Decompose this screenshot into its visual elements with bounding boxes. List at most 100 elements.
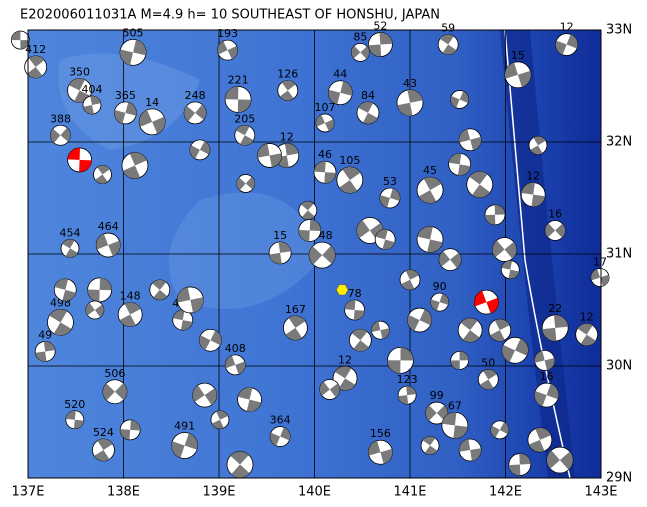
beachball-quadrants bbox=[316, 114, 334, 132]
beachball-quadrants bbox=[448, 153, 471, 176]
event-label: 53 bbox=[383, 175, 397, 188]
event-label: 52 bbox=[373, 20, 387, 33]
event-label: 17 bbox=[593, 256, 607, 269]
event-label: 388 bbox=[50, 112, 71, 125]
beachball-quadrants bbox=[387, 347, 414, 374]
event-label: 44 bbox=[333, 68, 347, 81]
event-label: 16 bbox=[548, 207, 562, 220]
beachball-quadrants bbox=[95, 165, 110, 184]
event-label: 12 bbox=[526, 170, 540, 183]
beachball bbox=[269, 426, 291, 447]
beachball-quadrants bbox=[139, 109, 166, 134]
beachball bbox=[237, 387, 262, 413]
event-label: 123 bbox=[397, 373, 418, 386]
beachball bbox=[332, 365, 358, 391]
beachball-quadrants bbox=[577, 323, 596, 346]
beachball bbox=[176, 286, 204, 314]
beachball-quadrants bbox=[192, 385, 217, 405]
beachball bbox=[420, 436, 440, 455]
lat-tick-label: 32N bbox=[606, 135, 632, 150]
beachball bbox=[477, 369, 499, 390]
beachball-quadrants bbox=[62, 239, 78, 258]
beachball bbox=[484, 204, 506, 226]
lon-tick-label: 141E bbox=[393, 485, 426, 500]
beachball bbox=[87, 277, 113, 303]
beachball-quadrants bbox=[490, 319, 510, 342]
event-label: 22 bbox=[548, 302, 562, 315]
beachball-quadrants bbox=[54, 278, 76, 301]
beachball-quadrants bbox=[379, 188, 400, 208]
event-label: 350 bbox=[69, 65, 90, 78]
beachball-quadrants bbox=[530, 136, 546, 155]
beachball bbox=[268, 241, 292, 265]
beachball-quadrants bbox=[371, 321, 390, 339]
beachball bbox=[441, 411, 469, 439]
beachball bbox=[95, 232, 121, 258]
beachball-quadrants bbox=[501, 260, 520, 279]
beachball-quadrants bbox=[270, 427, 291, 446]
beachball bbox=[490, 420, 510, 440]
beachball bbox=[199, 328, 222, 352]
beachball-quadrants bbox=[398, 386, 417, 405]
event-label: 59 bbox=[441, 22, 455, 35]
beachball bbox=[458, 128, 482, 152]
event-label: 67 bbox=[448, 399, 462, 412]
beachball-quadrants bbox=[68, 78, 91, 103]
beachball bbox=[527, 427, 553, 453]
beachball-quadrants bbox=[237, 387, 262, 412]
lat-tick-label: 29N bbox=[606, 471, 632, 486]
beachball bbox=[217, 39, 238, 61]
event-label: 43 bbox=[403, 77, 417, 90]
beachball-quadrants bbox=[492, 240, 517, 259]
beachball-quadrants bbox=[123, 152, 147, 179]
beachball-quadrants bbox=[474, 290, 499, 314]
event-label: 45 bbox=[423, 164, 437, 177]
beachball bbox=[192, 382, 218, 408]
beachball bbox=[416, 226, 444, 253]
event-label: 412 bbox=[25, 43, 46, 56]
epicenter bbox=[335, 284, 349, 296]
beachball-quadrants bbox=[508, 453, 531, 476]
event-label: 99 bbox=[430, 389, 444, 402]
beachball bbox=[367, 32, 393, 57]
beachball bbox=[348, 328, 372, 352]
beachball-quadrants bbox=[504, 62, 531, 88]
beachball-quadrants bbox=[351, 45, 370, 59]
beachball bbox=[575, 323, 599, 347]
beachball bbox=[277, 80, 299, 101]
beachball-quadrants bbox=[422, 436, 438, 455]
beachball-quadrants bbox=[502, 338, 529, 363]
beachball-quadrants bbox=[368, 440, 393, 464]
beachball bbox=[236, 174, 256, 193]
event-label: 49 bbox=[38, 328, 52, 341]
beachball bbox=[308, 241, 336, 269]
beachball-quadrants bbox=[96, 233, 121, 257]
event-label: 506 bbox=[104, 367, 125, 380]
beachball-quadrants bbox=[65, 410, 84, 429]
beachball bbox=[224, 86, 252, 113]
event-label: 505 bbox=[123, 26, 144, 39]
beachball-quadrants bbox=[279, 80, 296, 101]
beachball bbox=[298, 200, 318, 220]
beachball bbox=[370, 320, 390, 340]
event-label: 16 bbox=[540, 370, 554, 383]
beachball bbox=[397, 385, 417, 405]
beachball bbox=[226, 451, 254, 478]
beachball-quadrants bbox=[534, 383, 559, 407]
beachball bbox=[315, 113, 335, 133]
beachball bbox=[327, 80, 353, 106]
beachball-quadrants bbox=[275, 143, 299, 168]
beachball-quadrants bbox=[114, 102, 137, 124]
beachball bbox=[274, 143, 300, 168]
beachball bbox=[257, 143, 283, 168]
map-frame bbox=[27, 29, 602, 479]
beachball-quadrants bbox=[225, 355, 246, 375]
beachball bbox=[350, 43, 370, 62]
beachball-quadrants bbox=[555, 34, 578, 55]
event-label: 12 bbox=[560, 21, 574, 34]
beachball bbox=[224, 354, 246, 376]
beachball-quadrants bbox=[49, 309, 72, 336]
event-label: 365 bbox=[115, 89, 136, 102]
beachball bbox=[282, 315, 308, 341]
beachball-quadrants bbox=[469, 171, 491, 198]
